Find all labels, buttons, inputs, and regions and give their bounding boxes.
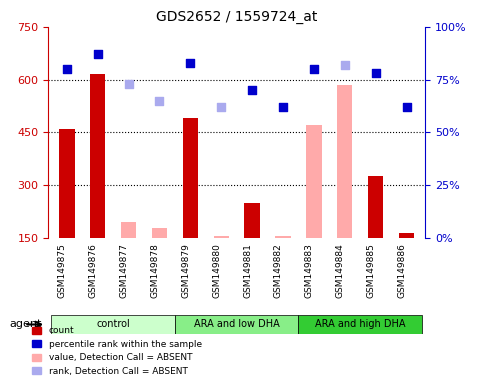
Text: agent: agent bbox=[9, 319, 42, 329]
Text: ARA and low DHA: ARA and low DHA bbox=[194, 319, 280, 329]
Bar bbox=[306, 126, 322, 238]
Bar bbox=[183, 118, 198, 238]
Text: ARA and high DHA: ARA and high DHA bbox=[315, 319, 405, 329]
Point bbox=[94, 51, 101, 58]
Bar bbox=[399, 233, 414, 238]
Title: GDS2652 / 1559724_at: GDS2652 / 1559724_at bbox=[156, 10, 317, 25]
Point bbox=[156, 98, 163, 104]
Bar bbox=[59, 129, 74, 238]
Point bbox=[372, 70, 380, 76]
Bar bbox=[275, 236, 291, 238]
Bar bbox=[368, 177, 384, 238]
Point bbox=[248, 87, 256, 93]
Bar bbox=[213, 236, 229, 238]
Point bbox=[403, 104, 411, 110]
FancyBboxPatch shape bbox=[175, 315, 298, 334]
Point bbox=[279, 104, 287, 110]
Legend: count, percentile rank within the sample, value, Detection Call = ABSENT, rank, : count, percentile rank within the sample… bbox=[28, 323, 205, 379]
Bar bbox=[121, 222, 136, 238]
Bar bbox=[90, 74, 105, 238]
FancyBboxPatch shape bbox=[298, 315, 422, 334]
Text: control: control bbox=[96, 319, 130, 329]
Point bbox=[217, 104, 225, 110]
Bar bbox=[244, 203, 260, 238]
Point bbox=[341, 62, 349, 68]
FancyBboxPatch shape bbox=[51, 315, 175, 334]
Point bbox=[125, 81, 132, 87]
Point bbox=[186, 60, 194, 66]
Bar bbox=[152, 227, 167, 238]
Bar bbox=[337, 85, 353, 238]
Point bbox=[63, 66, 71, 72]
Point bbox=[310, 66, 318, 72]
